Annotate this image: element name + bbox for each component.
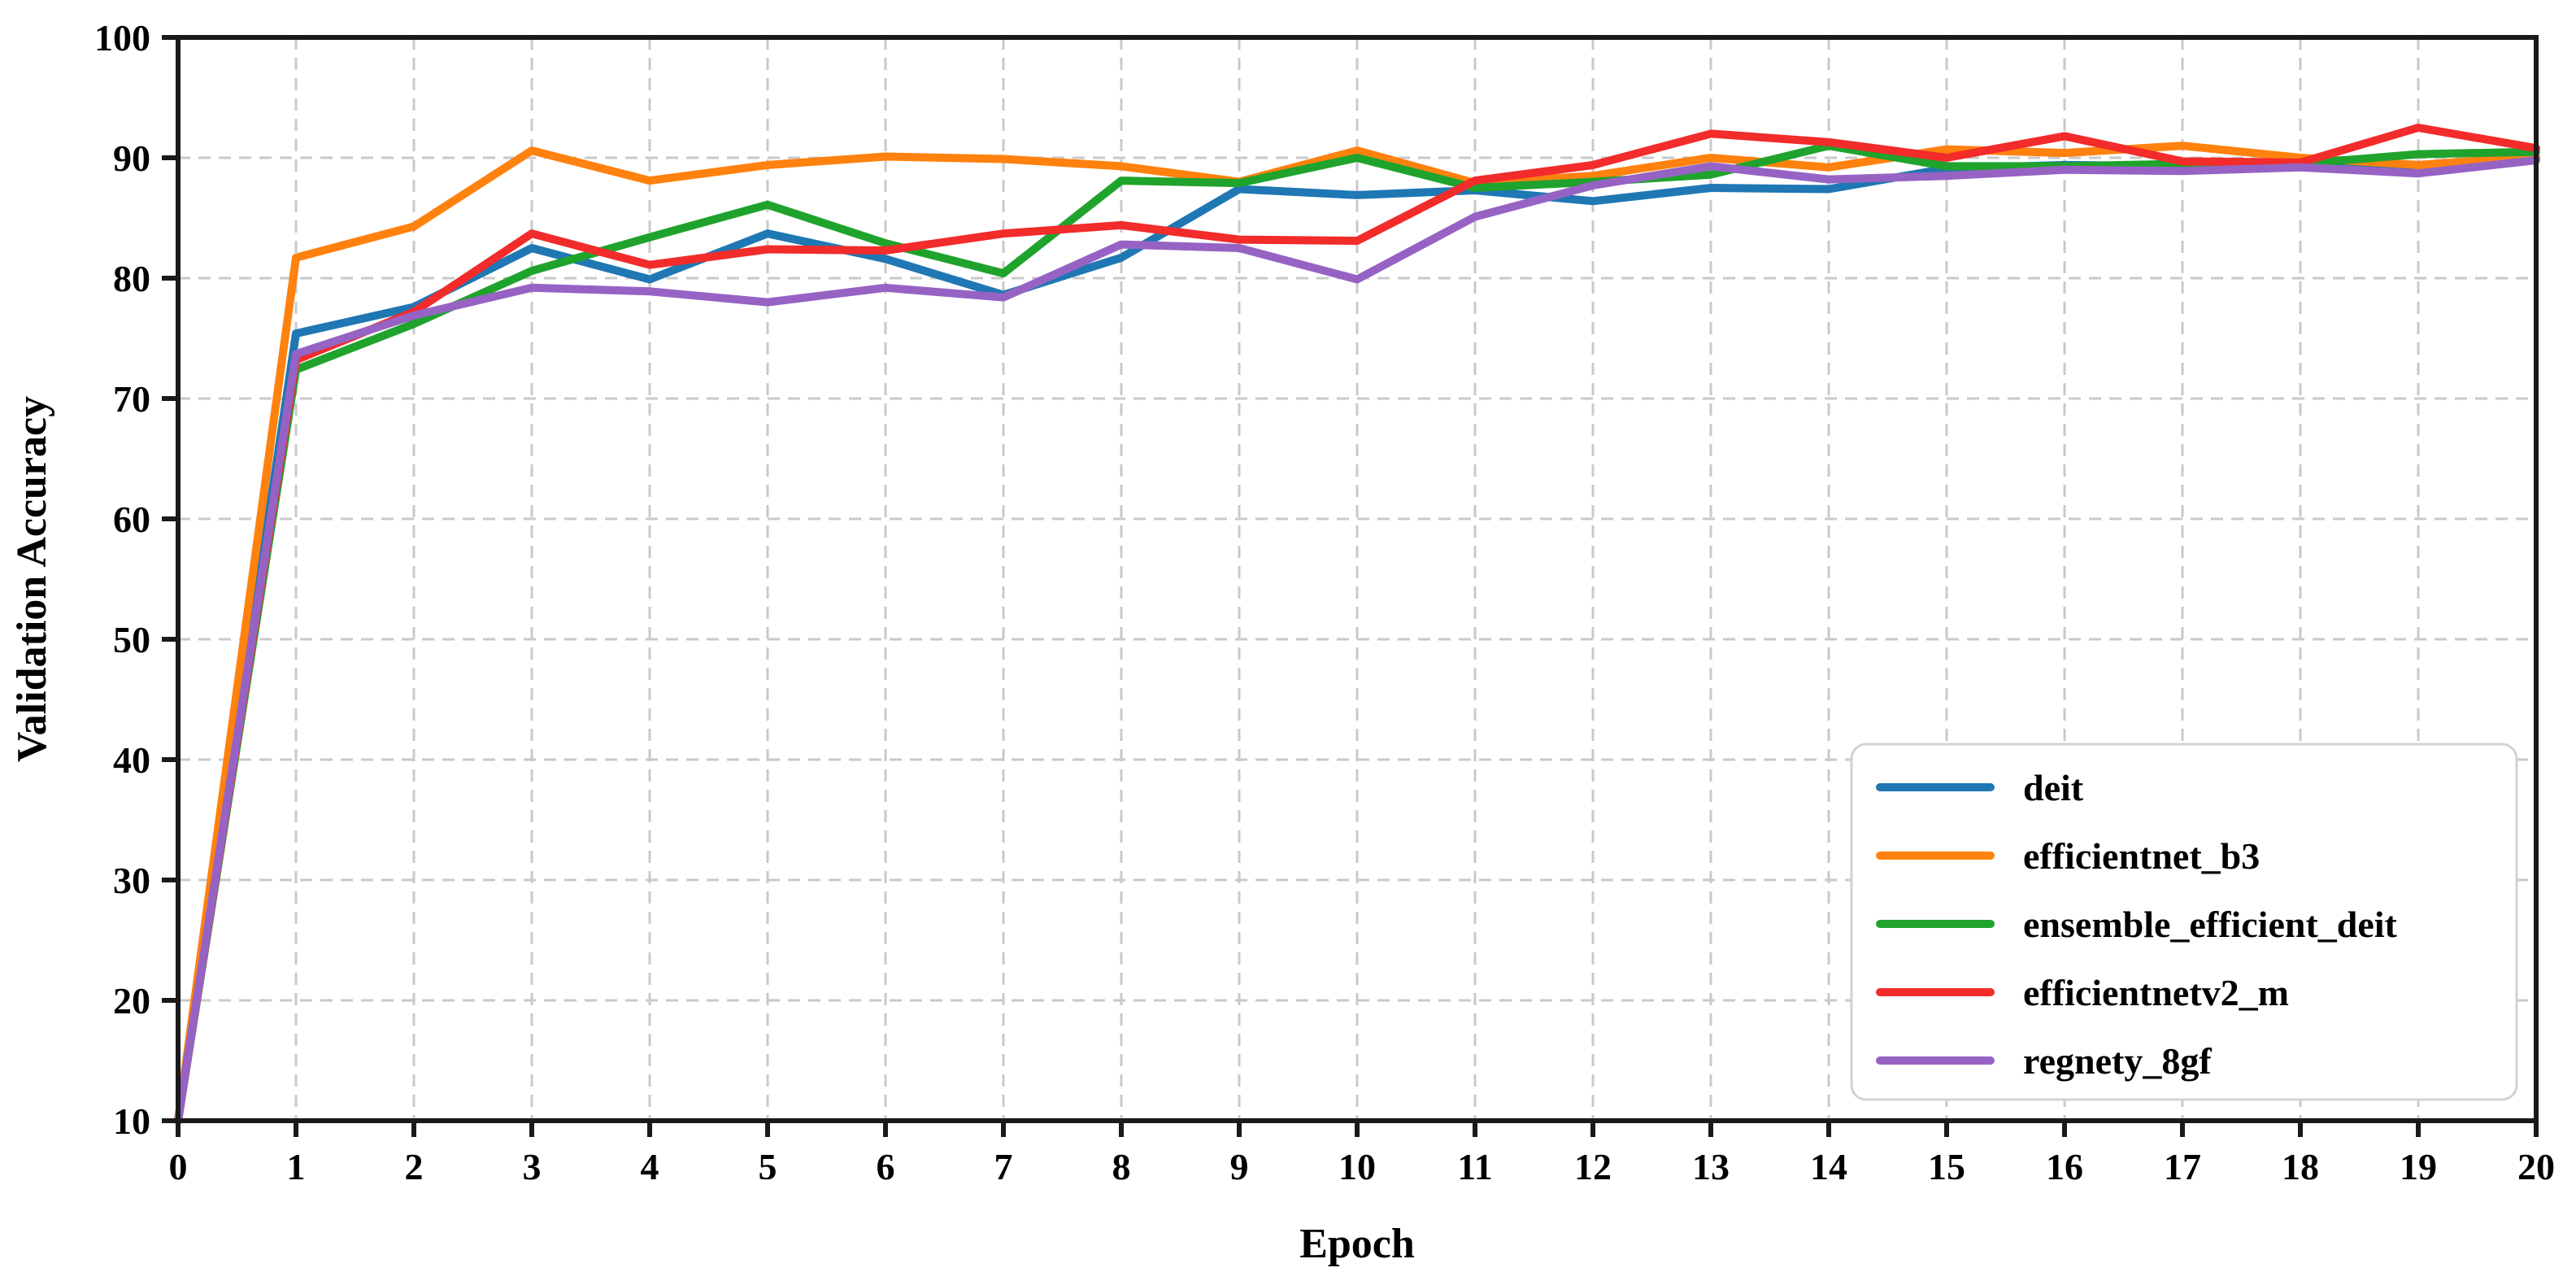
- series-line-efficientnet_b3: [174, 142, 2540, 1125]
- x-tick-label: 11: [1457, 1146, 1492, 1187]
- x-tick-label: 7: [994, 1146, 1013, 1187]
- x-tick-label: 15: [1928, 1146, 1965, 1187]
- series-line-ensemble_efficient_deit: [174, 142, 2540, 1125]
- x-tick-label: 8: [1112, 1146, 1131, 1187]
- x-tick-label: 10: [1338, 1146, 1376, 1187]
- x-tick-label: 13: [1692, 1146, 1730, 1187]
- y-tick-label: 60: [113, 499, 150, 540]
- legend-item-deit: deit: [1876, 767, 2084, 808]
- x-tick-label: 18: [2282, 1146, 2319, 1187]
- y-axis-label: Validation Accuracy: [9, 396, 55, 762]
- x-tick-label: 20: [2517, 1146, 2555, 1187]
- x-tick-label: 14: [1810, 1146, 1847, 1187]
- x-tick-label: 12: [1574, 1146, 1612, 1187]
- y-tick-label: 20: [113, 980, 150, 1022]
- x-tick-label: 4: [641, 1146, 659, 1187]
- y-tick-label: 10: [113, 1100, 150, 1142]
- x-tick-label: 0: [169, 1146, 188, 1187]
- x-tick-label: 19: [2400, 1146, 2437, 1187]
- legend-label-regnety_8gf: regnety_8gf: [2023, 1040, 2212, 1082]
- series-line-regnety_8gf: [174, 156, 2540, 1125]
- legend-item-efficientnet_b3: efficientnet_b3: [1876, 835, 2260, 877]
- y-tick-label: 90: [113, 137, 150, 179]
- x-tick-label: 1: [287, 1146, 306, 1187]
- legend-item-ensemble_efficient_deit: ensemble_efficient_deit: [1876, 904, 2398, 945]
- y-tick-label: 50: [113, 619, 150, 660]
- legend-box: [1850, 743, 2518, 1101]
- x-tick-label: 5: [759, 1146, 777, 1187]
- legend-label-ensemble_efficient_deit: ensemble_efficient_deit: [2023, 904, 2398, 945]
- y-tick-label: 70: [113, 378, 150, 420]
- legend-label-efficientnetv2_m: efficientnetv2_m: [2023, 972, 2289, 1013]
- x-tick-label: 9: [1230, 1146, 1249, 1187]
- y-tick-label: 100: [94, 17, 150, 59]
- x-tick-label: 3: [523, 1146, 542, 1187]
- x-axis-label: Epoch: [1299, 1221, 1415, 1267]
- series-lines: [174, 124, 2540, 1125]
- legend: deit efficientnet_b3 ensemble_efficient_de…: [1850, 743, 2518, 1101]
- legend-item-efficientnetv2_m: efficientnetv2_m: [1876, 972, 2289, 1013]
- series-line-efficientnetv2_m: [174, 124, 2540, 1125]
- legend-item-regnety_8gf: regnety_8gf: [1876, 1040, 2212, 1082]
- x-tick-label: 2: [405, 1146, 424, 1187]
- legend-label-deit: deit: [2023, 767, 2084, 808]
- x-tick-label: 17: [2164, 1146, 2201, 1187]
- axis-ticks: 0 1 2 3 4 5 6 7 8 9 10 11 12 13 14 15 16 17 18 19 2010203040…: [94, 17, 2555, 1187]
- y-tick-label: 40: [113, 739, 150, 781]
- x-tick-label: 16: [2046, 1146, 2083, 1187]
- legend-label-efficientnet_b3: efficientnet_b3: [2023, 835, 2260, 877]
- y-tick-label: 30: [113, 860, 150, 901]
- x-tick-label: 6: [877, 1146, 895, 1187]
- y-tick-label: 80: [113, 258, 150, 299]
